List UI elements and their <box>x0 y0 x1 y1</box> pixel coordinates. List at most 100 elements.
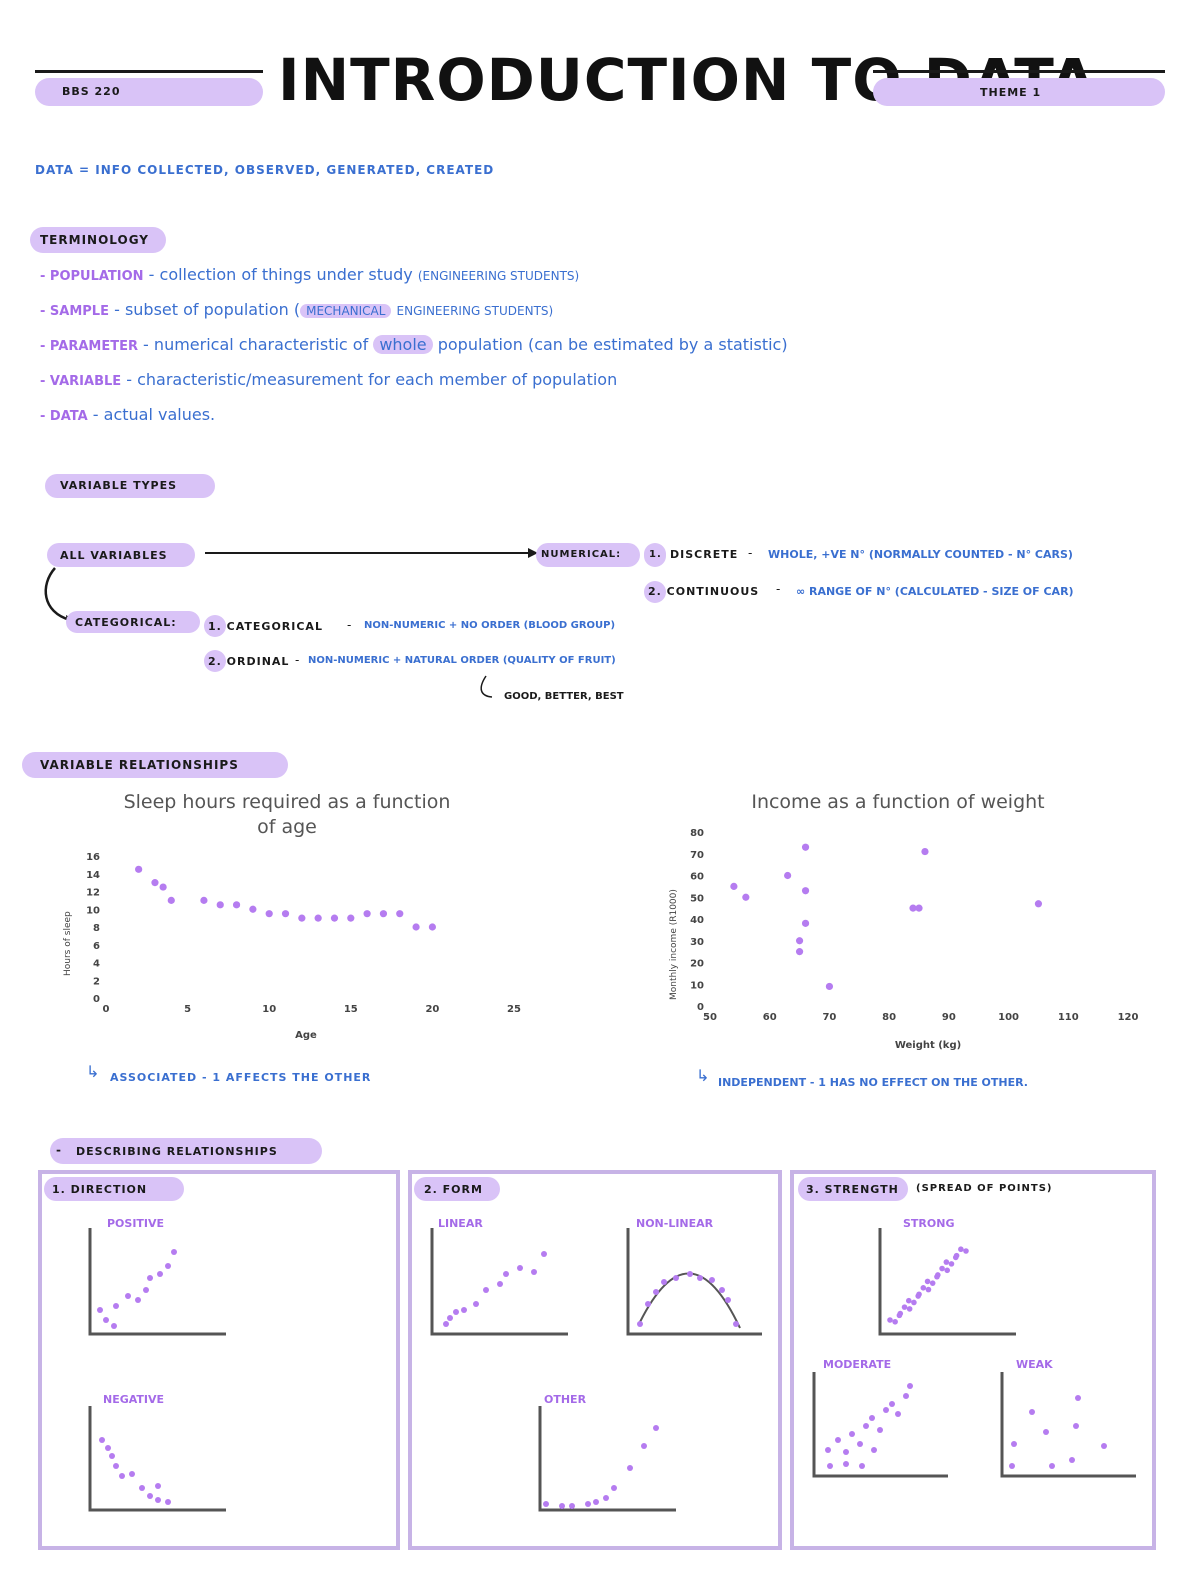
cat1-desc: NON-NUMERIC + NO ORDER (BLOOD GROUP) <box>364 620 616 631</box>
data-point <box>825 982 834 991</box>
continuous-pill <box>644 581 666 603</box>
nonlinear-curve <box>639 1272 741 1329</box>
mini-point <box>709 1277 715 1283</box>
data-point <box>801 919 810 927</box>
mini-point <box>447 1315 453 1321</box>
theme-pill <box>873 78 1165 106</box>
nonlinear-label: NON-LINEAR <box>636 1217 714 1230</box>
mini-point <box>653 1425 659 1431</box>
course-code: BBS 220 <box>62 85 121 98</box>
mini-point <box>653 1289 659 1295</box>
categorical-label: CATEGORICAL: <box>75 616 177 629</box>
mini-point <box>907 1383 913 1389</box>
sleep-age-chart: Sleep hours required as a function of ag… <box>63 791 521 1041</box>
mini-point <box>611 1485 617 1491</box>
data-point <box>135 865 143 873</box>
mini-point <box>889 1401 895 1407</box>
associated-arrow: ↳ <box>86 1062 100 1081</box>
independent-arrow: ↳ <box>696 1066 710 1085</box>
data-point <box>232 901 241 909</box>
income-weight-chart: Income as a function of weight Monthly i… <box>669 791 1138 1051</box>
y-tick-label: 30 <box>690 937 704 948</box>
mini-point <box>531 1269 537 1275</box>
y-tick-label: 12 <box>86 888 100 899</box>
y-tick-label: 0 <box>93 994 100 1005</box>
mini-point <box>119 1473 125 1479</box>
y-tick-label: 0 <box>697 1002 704 1013</box>
describing-pill <box>50 1138 322 1164</box>
mini-point <box>111 1323 117 1329</box>
data-point <box>159 883 167 891</box>
mini-point <box>585 1501 591 1507</box>
mini-point <box>697 1275 703 1281</box>
mini-point <box>944 1267 951 1274</box>
data-point <box>412 923 420 931</box>
mini-point <box>497 1281 503 1287</box>
mini-point <box>725 1297 731 1303</box>
mini-point <box>155 1497 161 1503</box>
mini-point <box>541 1251 547 1257</box>
mini-point <box>859 1463 865 1469</box>
mini-point <box>143 1287 149 1293</box>
independent-note: INDEPENDENT - 1 HAS NO EFFECT ON THE OTH… <box>718 1076 1028 1089</box>
mini-point <box>906 1306 913 1312</box>
data-point <box>909 904 917 912</box>
x-tick-label: 25 <box>507 1004 521 1015</box>
y-tick-label: 8 <box>93 923 100 934</box>
data-point <box>730 882 738 890</box>
terminology-heading: TERMINOLOGY <box>40 233 149 247</box>
terminology-pill <box>30 227 166 253</box>
mini-point <box>129 1471 135 1477</box>
x-tick-label: 0 <box>103 1004 110 1015</box>
positive-label: POSITIVE <box>107 1217 165 1230</box>
term-data: - Data - actual values. <box>40 405 216 424</box>
header-rule-right <box>873 70 1165 73</box>
mini-point <box>135 1297 141 1303</box>
mini-axes <box>430 1228 568 1336</box>
y-tick-label: 14 <box>86 870 100 881</box>
x-tick-label: 70 <box>822 1012 836 1023</box>
mini-point <box>925 1286 932 1293</box>
weak-label: WEAK <box>1016 1358 1053 1371</box>
mini-point <box>661 1279 667 1285</box>
cat1-label: 1. CATEGORICAL <box>208 620 323 633</box>
chart2-ylabel: Monthly income (R1000) <box>669 889 679 1000</box>
mini-point <box>443 1321 449 1327</box>
x-tick-label: 90 <box>942 1012 956 1023</box>
mini-point <box>1075 1395 1081 1401</box>
direction-label: 1. DIRECTION <box>52 1183 148 1196</box>
data-point <box>363 910 371 918</box>
variable-types-pill <box>45 474 215 498</box>
strong-label: STRONG <box>903 1217 955 1230</box>
discrete-num-pill <box>644 543 666 567</box>
mini-axes <box>1000 1372 1136 1478</box>
mini-point <box>645 1301 651 1307</box>
mini-point <box>157 1271 163 1277</box>
x-tick-label: 15 <box>344 1004 358 1015</box>
mini-point <box>924 1278 931 1285</box>
mini-point <box>849 1431 855 1437</box>
mini-point <box>887 1317 893 1323</box>
mini-point <box>883 1407 889 1413</box>
data-point <box>915 904 923 912</box>
mini-point <box>673 1275 679 1281</box>
mini-axes <box>626 1228 762 1336</box>
x-tick-label: 20 <box>425 1004 439 1015</box>
mini-point <box>109 1453 115 1459</box>
mini-point <box>99 1437 105 1443</box>
data-point <box>795 948 804 956</box>
mini-point <box>733 1321 739 1327</box>
data-point <box>281 910 290 918</box>
header-rule-left <box>35 70 263 73</box>
mini-point <box>905 1297 912 1304</box>
mini-point <box>963 1248 969 1254</box>
mini-axes <box>812 1372 948 1478</box>
all-variables-label: ALL VARIABLES <box>60 549 168 562</box>
mini-point <box>939 1265 945 1272</box>
mini-point <box>139 1485 145 1491</box>
x-tick-label: 50 <box>703 1012 717 1023</box>
data-point <box>1034 900 1043 908</box>
y-tick-label: 60 <box>690 872 704 883</box>
mini-point <box>155 1483 161 1489</box>
x-tick-label: 80 <box>882 1012 896 1023</box>
